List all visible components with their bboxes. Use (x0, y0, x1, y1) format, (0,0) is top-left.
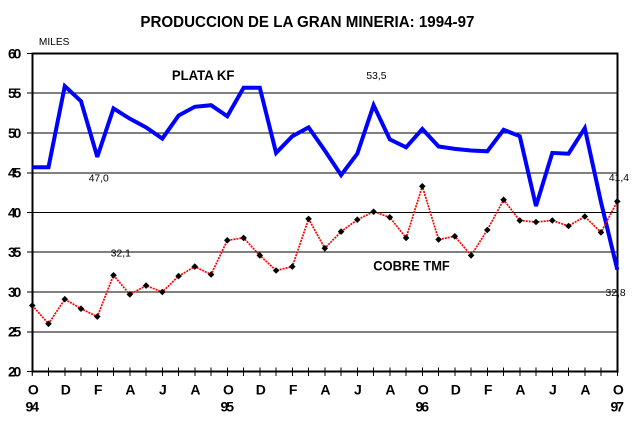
svg-text:F: F (289, 381, 298, 397)
svg-text:40: 40 (8, 204, 22, 220)
svg-text:A: A (580, 381, 590, 397)
svg-text:45: 45 (8, 165, 22, 181)
svg-text:D: D (451, 381, 461, 397)
svg-text:J: J (159, 381, 167, 397)
svg-text:J: J (549, 381, 557, 397)
svg-text:D: D (61, 381, 71, 397)
svg-text:D: D (256, 381, 266, 397)
svg-text:53,5: 53,5 (366, 71, 386, 82)
svg-text:A: A (125, 381, 135, 397)
svg-text:F: F (484, 381, 493, 397)
svg-text:41,4: 41,4 (609, 173, 629, 184)
svg-text:A: A (515, 381, 525, 397)
svg-text:97: 97 (611, 398, 625, 414)
svg-text:25: 25 (8, 324, 22, 340)
svg-text:F: F (94, 381, 103, 397)
svg-text:32,1: 32,1 (111, 249, 131, 260)
svg-text:47,0: 47,0 (89, 173, 109, 184)
svg-text:PRODUCCION DE LA GRAN MINERIA:: PRODUCCION DE LA GRAN MINERIA: 1994-97 (140, 14, 474, 31)
svg-text:PLATA KF: PLATA KF (172, 67, 235, 83)
svg-text:O: O (28, 381, 39, 397)
svg-text:96: 96 (416, 398, 430, 414)
svg-text:32,8: 32,8 (606, 288, 626, 299)
svg-text:94: 94 (26, 398, 40, 414)
svg-text:20: 20 (8, 363, 22, 379)
svg-text:MILES: MILES (39, 37, 70, 48)
svg-text:J: J (354, 381, 362, 397)
svg-text:O: O (418, 381, 429, 397)
svg-text:50: 50 (8, 125, 22, 141)
svg-text:60: 60 (8, 45, 22, 61)
svg-text:35: 35 (8, 244, 22, 260)
svg-text:55: 55 (8, 85, 22, 101)
svg-text:COBRE TMF: COBRE TMF (373, 257, 450, 273)
svg-text:A: A (320, 381, 330, 397)
svg-text:A: A (190, 381, 200, 397)
svg-text:30: 30 (8, 284, 22, 300)
svg-text:O: O (613, 381, 624, 397)
svg-text:A: A (385, 381, 395, 397)
svg-text:95: 95 (221, 398, 235, 414)
svg-text:O: O (223, 381, 234, 397)
